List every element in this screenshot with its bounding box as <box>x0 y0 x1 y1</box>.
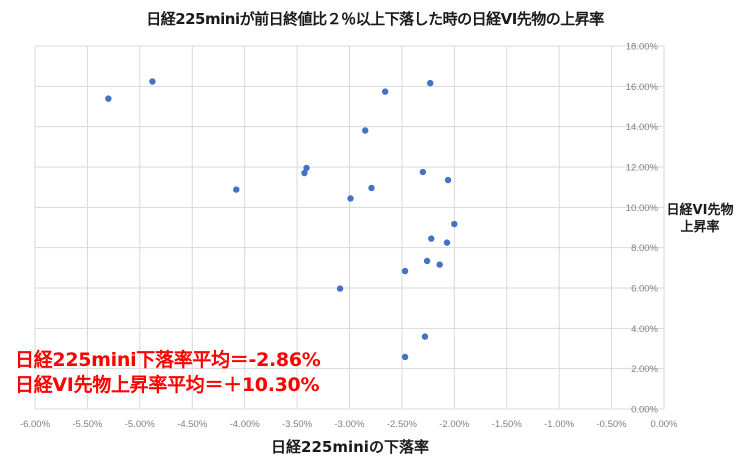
x-tick-label: -3.50% <box>282 419 313 430</box>
x-tick-label: -2.00% <box>439 419 470 430</box>
x-axis-tick-labels: -6.00% -5.50% -5.00% -4.50% -4.00% -3.50% -3.0… <box>20 419 678 430</box>
y-tick-label: 10.00% <box>626 203 659 214</box>
y-axis-title: 日経VI先物 上昇率 <box>660 202 740 236</box>
x-tick-label: 0.00% <box>651 419 678 430</box>
gridlines <box>34 45 665 410</box>
y-tick-label: 16.00% <box>626 82 659 93</box>
data-points <box>105 78 458 361</box>
data-point <box>419 168 427 176</box>
y-tick-label: 6.00% <box>631 284 658 295</box>
y-tick-label: 8.00% <box>631 243 658 254</box>
y-axis-tick-labels: 0.00% 2.00% 4.00% 6.00% 8.00% 10.00% 12.00% 14.… <box>626 42 659 416</box>
y-tick-label: 0.00% <box>631 405 658 416</box>
y-axis-title-line2: 上昇率 <box>680 220 720 235</box>
data-point <box>105 95 112 102</box>
x-tick-label: -5.00% <box>125 419 156 430</box>
data-point <box>401 267 409 275</box>
x-tick-label: -5.50% <box>72 419 103 430</box>
y-tick-label: 18.00% <box>626 42 659 53</box>
data-point <box>301 169 308 177</box>
x-tick-label: -3.00% <box>334 419 365 430</box>
data-point <box>423 257 431 265</box>
x-tick-label: -4.50% <box>177 419 208 430</box>
data-point <box>347 195 354 202</box>
data-point <box>233 186 240 193</box>
x-axis-title: 日経225miniの下落率 <box>271 438 429 456</box>
x-tick-label: -4.00% <box>230 419 261 430</box>
y-tick-label: 4.00% <box>631 324 658 335</box>
data-point <box>451 220 458 228</box>
y-axis-title-line1: 日経VI先物 <box>666 203 734 218</box>
data-point <box>362 127 369 134</box>
data-point <box>368 184 375 192</box>
data-point <box>303 164 310 172</box>
x-tick-label: -6.00% <box>20 419 51 430</box>
data-point <box>443 239 451 246</box>
data-point <box>401 353 409 361</box>
data-point <box>421 333 429 340</box>
average-decline-annotation: 日経225mini下落率平均＝-2.86% <box>15 349 321 371</box>
y-tick-label: 14.00% <box>626 122 659 133</box>
y-tick-label: 12.00% <box>626 163 659 174</box>
data-point <box>436 261 443 268</box>
average-rise-annotation: 日経VI先物上昇率平均＝＋10.30% <box>15 374 320 396</box>
x-tick-label: -1.50% <box>492 419 523 430</box>
data-point <box>427 79 434 87</box>
x-tick-label: -0.50% <box>597 419 628 430</box>
data-point <box>381 88 389 95</box>
data-point <box>149 78 156 85</box>
data-point <box>444 176 452 184</box>
data-point <box>428 235 435 242</box>
x-tick-label: -1.00% <box>544 419 575 430</box>
y-tick-label: 2.00% <box>631 364 658 375</box>
chart-title: 日経225miniが前日終値比２％以上下落した時の日経VI先物の上昇率 <box>146 10 604 28</box>
data-point <box>336 285 344 292</box>
x-tick-label: -2.50% <box>387 419 418 430</box>
